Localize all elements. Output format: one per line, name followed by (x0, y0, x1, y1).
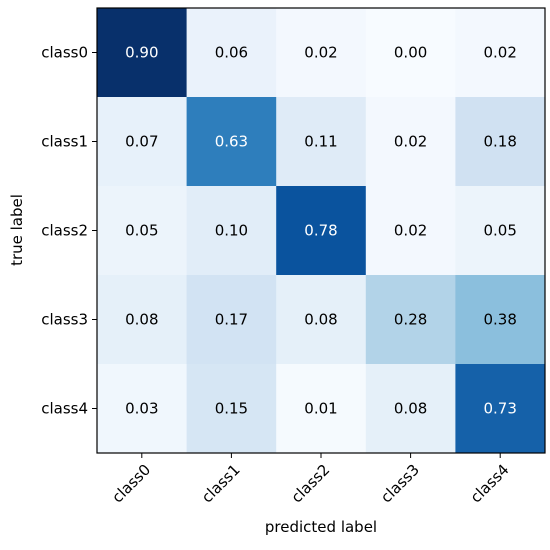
y-axis-title: true label (8, 194, 26, 266)
x-tick-label: class0 (108, 461, 154, 507)
cell-labels-layer: 0.90 0.06 0.02 0.00 0.02 0.07 0.63 0.11 0.02 0.18… (125, 44, 517, 418)
matrix-cell-r1-c3 (365, 97, 456, 187)
x-tick-label: class3 (377, 461, 423, 507)
matrix-cell-r2-c0 (97, 186, 188, 276)
cell-value-label: 0.11 (304, 133, 337, 151)
cell-value-label: 0.28 (394, 311, 427, 329)
matrix-cell-r1-c1 (186, 97, 277, 187)
matrix-cell-r3-c1 (186, 275, 277, 365)
matrix-cell-r3-c3 (365, 275, 456, 365)
cell-value-label: 0.00 (394, 44, 427, 62)
y-tick-label: class2 (41, 222, 88, 240)
x-axis-title: predicted label (265, 518, 377, 536)
cell-value-label: 0.78 (304, 222, 337, 240)
matrix-cell-r4-c2 (276, 364, 367, 454)
y-tick-label: class4 (41, 400, 88, 418)
matrix-cell-r2-c4 (455, 186, 546, 276)
cell-value-label: 0.03 (125, 400, 158, 418)
matrix-cell-r4-c1 (186, 364, 277, 454)
cell-value-label: 0.08 (125, 311, 158, 329)
matrix-cell-r4-c4 (455, 364, 546, 454)
cell-value-label: 0.02 (483, 44, 516, 62)
cell-value-label: 0.06 (215, 44, 248, 62)
matrix-cell-r3-c2 (276, 275, 367, 365)
cell-value-label: 0.63 (215, 133, 248, 151)
cell-value-label: 0.38 (483, 311, 516, 329)
cell-value-label: 0.05 (483, 222, 516, 240)
matrix-cell-r0-c0 (97, 8, 188, 98)
x-tick-label: class2 (288, 461, 334, 507)
cell-value-label: 0.90 (125, 44, 158, 62)
x-tick-label: class4 (467, 461, 513, 507)
matrix-cell-r0-c3 (365, 8, 456, 98)
cells-layer (97, 8, 546, 454)
cell-value-label: 0.18 (483, 133, 516, 151)
cell-value-label: 0.73 (483, 400, 516, 418)
matrix-cell-r3-c4 (455, 275, 546, 365)
cell-value-label: 0.02 (394, 133, 427, 151)
y-tick-label: class3 (41, 311, 88, 329)
matrix-cell-r1-c2 (276, 97, 367, 187)
matrix-cell-r1-c4 (455, 97, 546, 187)
matrix-cell-r2-c1 (186, 186, 277, 276)
matrix-cell-r2-c2 (276, 186, 367, 276)
cell-value-label: 0.17 (215, 311, 248, 329)
x-tick-label: class1 (198, 461, 244, 507)
cell-value-label: 0.07 (125, 133, 158, 151)
cell-value-label: 0.08 (304, 311, 337, 329)
matrix-cell-r1-c0 (97, 97, 188, 187)
cell-value-label: 0.05 (125, 222, 158, 240)
matrix-cell-r4-c3 (365, 364, 456, 454)
y-tick-label: class1 (41, 133, 88, 151)
matrix-cell-r4-c0 (97, 364, 188, 454)
cell-value-label: 0.10 (215, 222, 248, 240)
cell-value-label: 0.08 (394, 400, 427, 418)
y-tick-label: class0 (41, 44, 88, 62)
matrix-cell-r0-c1 (186, 8, 277, 98)
matrix-cell-r0-c2 (276, 8, 367, 98)
matrix-cell-r2-c3 (365, 186, 456, 276)
cell-value-label: 0.01 (304, 400, 337, 418)
matrix-cell-r3-c0 (97, 275, 188, 365)
cell-value-label: 0.02 (304, 44, 337, 62)
cell-value-label: 0.15 (215, 400, 248, 418)
matrix-cell-r0-c4 (455, 8, 546, 98)
cell-value-label: 0.02 (394, 222, 427, 240)
